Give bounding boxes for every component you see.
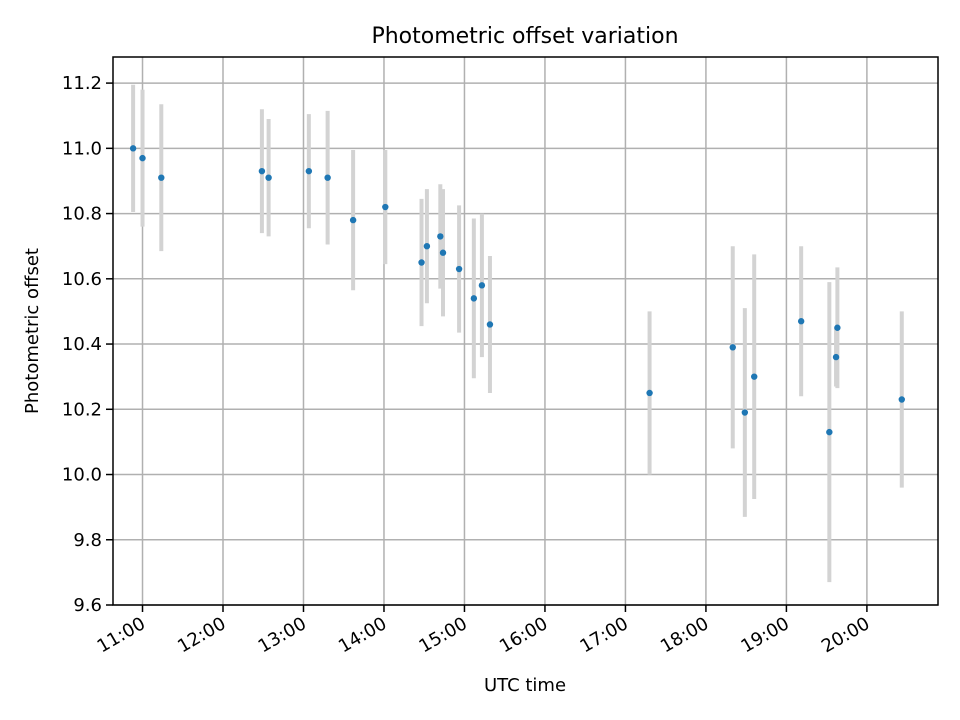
y-axis-label: Photometric offset [22, 248, 43, 414]
y-tick-label: 10.2 [62, 399, 102, 420]
x-tick-label: 11:00 [94, 613, 149, 657]
x-tick-label: 13:00 [255, 613, 310, 657]
y-tick-label: 11.0 [62, 138, 102, 159]
data-point [478, 282, 486, 289]
data-point [898, 396, 905, 403]
y-tick-label: 9.8 [73, 530, 102, 551]
data-point [265, 174, 272, 181]
y-tick-label: 10.0 [62, 465, 102, 486]
y-tick-label: 10.6 [62, 269, 102, 290]
data-point [139, 154, 146, 162]
y-tick-label: 9.6 [73, 595, 102, 616]
data-point [834, 324, 841, 331]
data-point [797, 318, 805, 325]
data-point [129, 145, 137, 152]
data-point [729, 344, 736, 351]
data-point [751, 373, 758, 380]
data-point [455, 265, 463, 273]
x-axis-label: UTC time [484, 675, 566, 696]
x-axis-ticks: 11:00 12:00 13:00 14:00 15:00 16:00 17:00 18:00… [94, 605, 873, 657]
x-tick-label: 15:00 [416, 613, 471, 657]
x-tick-label: 19:00 [737, 613, 792, 657]
x-tick-label: 12:00 [174, 613, 229, 657]
chart-title: Photometric offset variation [371, 24, 678, 49]
data-point [741, 409, 749, 416]
y-tick-label: 10.4 [62, 334, 102, 355]
data-point [832, 353, 840, 361]
x-tick-label: 14:00 [335, 613, 390, 657]
x-tick-label: 18:00 [657, 613, 712, 657]
data-point [439, 249, 447, 256]
y-tick-label: 10.8 [62, 204, 102, 225]
x-tick-label: 17:00 [577, 613, 632, 657]
data-point [423, 242, 431, 250]
data-points [129, 145, 905, 436]
data-point [470, 295, 478, 302]
data-point [646, 389, 653, 397]
y-axis-ticks: 9.6 9.8 10.0 10.2 10.4 10.6 10.8 11.0 11.2 [62, 73, 113, 616]
x-tick-label: 16:00 [496, 613, 551, 657]
data-point [324, 174, 331, 181]
x-tick-label: 20:00 [818, 613, 873, 657]
grid-lines [113, 57, 938, 606]
plot-frame [112, 56, 939, 606]
data-point [158, 174, 165, 181]
data-point [418, 259, 425, 266]
data-point [437, 233, 444, 240]
data-point [486, 321, 494, 328]
data-point [349, 216, 357, 224]
y-tick-label: 11.2 [62, 73, 102, 94]
data-point [382, 203, 389, 211]
data-point [258, 167, 266, 175]
data-point [305, 167, 313, 175]
data-point [826, 428, 833, 436]
